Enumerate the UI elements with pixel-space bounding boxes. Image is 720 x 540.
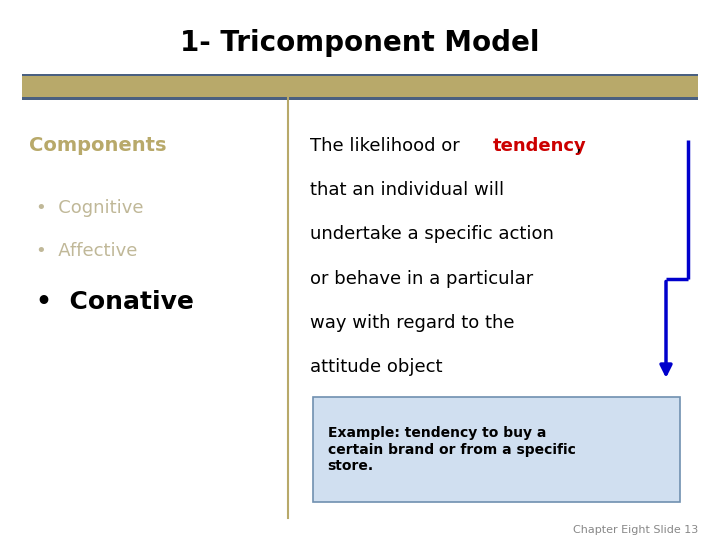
Text: attitude object: attitude object <box>310 358 442 376</box>
Text: 1- Tricomponent Model: 1- Tricomponent Model <box>180 29 540 57</box>
Text: that an individual will: that an individual will <box>310 181 504 199</box>
Text: ,: , <box>576 137 582 155</box>
Text: Components: Components <box>29 136 166 156</box>
Text: Chapter Eight Slide 13: Chapter Eight Slide 13 <box>573 524 698 535</box>
Text: •  Conative: • Conative <box>36 291 194 314</box>
FancyBboxPatch shape <box>313 397 680 502</box>
Text: •  Affective: • Affective <box>36 242 138 260</box>
Text: or behave in a particular: or behave in a particular <box>310 269 533 288</box>
Text: tendency: tendency <box>493 137 587 155</box>
Text: undertake a specific action: undertake a specific action <box>310 225 554 244</box>
Text: The likelihood or: The likelihood or <box>310 137 465 155</box>
Bar <box>22 76 698 97</box>
Bar <box>22 74 698 100</box>
Text: Example: tendency to buy a
certain brand or from a specific
store.: Example: tendency to buy a certain brand… <box>328 427 575 472</box>
Text: •  Cognitive: • Cognitive <box>36 199 143 217</box>
Text: way with regard to the: way with regard to the <box>310 314 514 332</box>
